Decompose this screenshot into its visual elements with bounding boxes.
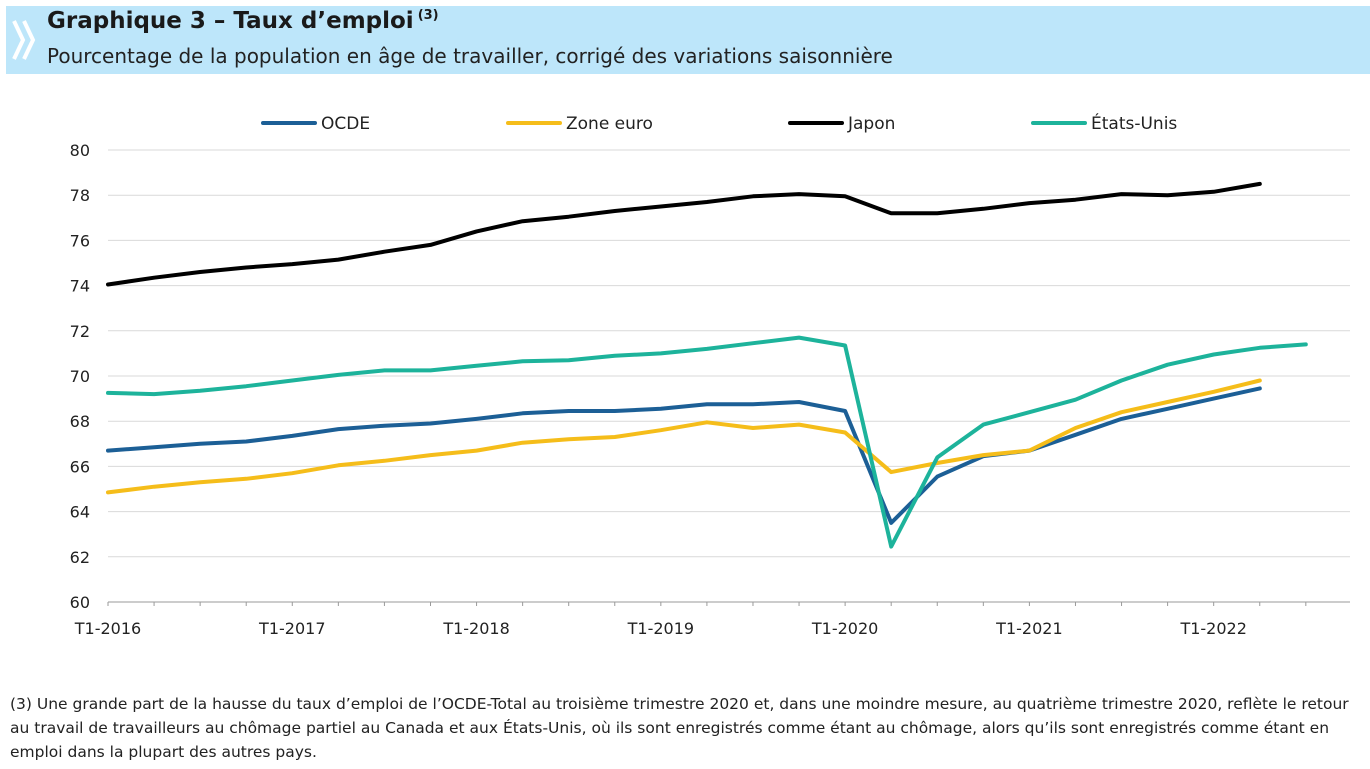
y-tick-label: 62: [70, 548, 90, 567]
double-chevron-icon: [12, 20, 36, 60]
y-tick-label: 72: [70, 322, 90, 341]
chart-subtitle: Pourcentage de la population en âge de t…: [47, 44, 893, 68]
series-line-ocde: [106, 386, 1262, 525]
y-tick-label: 70: [70, 367, 90, 386]
x-tick-label: T1-2018: [442, 619, 509, 638]
y-tick-label: 80: [70, 141, 90, 160]
y-tick-label: 76: [70, 231, 90, 250]
series-line-japon: [106, 181, 1262, 287]
legend-label: Zone euro: [566, 114, 653, 134]
gridlines: [108, 149, 1350, 558]
x-tick-label: T1-2022: [1179, 619, 1246, 638]
legend-label: Japon: [847, 114, 895, 134]
series-line-zone-euro: [106, 378, 1262, 495]
axes: 60 62 64 66 68 70 72 74 76 78 80 T1-2016 T1-2017 T1-2…: [70, 141, 1350, 638]
x-tick-label: T1-2020: [811, 619, 878, 638]
y-tick-label: 64: [70, 503, 90, 522]
series-line--tats-unis: [106, 335, 1308, 549]
chart-title-text: Graphique 3 – Taux d’emploi: [47, 8, 414, 34]
y-tick-label: 60: [70, 593, 90, 612]
y-tick-label: 74: [70, 277, 90, 296]
legend-label: OCDE: [321, 114, 370, 134]
x-tick-label: T1-2021: [995, 619, 1062, 638]
legend-label: États-Unis: [1091, 112, 1177, 134]
footnote: (3) Une grande part de la hausse du taux…: [10, 695, 1349, 761]
y-tick-label: 68: [70, 412, 90, 431]
title-footnote-ref: (3): [417, 8, 439, 23]
series-lines: [106, 181, 1308, 549]
y-tick-label: 66: [70, 457, 90, 476]
x-tick-label: T1-2017: [258, 619, 325, 638]
x-tick-label: T1-2019: [627, 619, 694, 638]
chart-header-banner: Graphique 3 – Taux d’emploi (3) Pourcenta…: [6, 6, 1370, 74]
y-tick-label: 78: [70, 186, 90, 205]
chart-title: Graphique 3 – Taux d’emploi (3): [47, 8, 439, 34]
employment-rate-line-chart: 60 62 64 66 68 70 72 74 76 78 80 T1-2016 T1-2017 T1-2…: [70, 112, 1350, 638]
legend: OCDE Zone euro Japon États-Unis: [261, 112, 1177, 134]
x-tick-label: T1-2016: [74, 619, 141, 638]
